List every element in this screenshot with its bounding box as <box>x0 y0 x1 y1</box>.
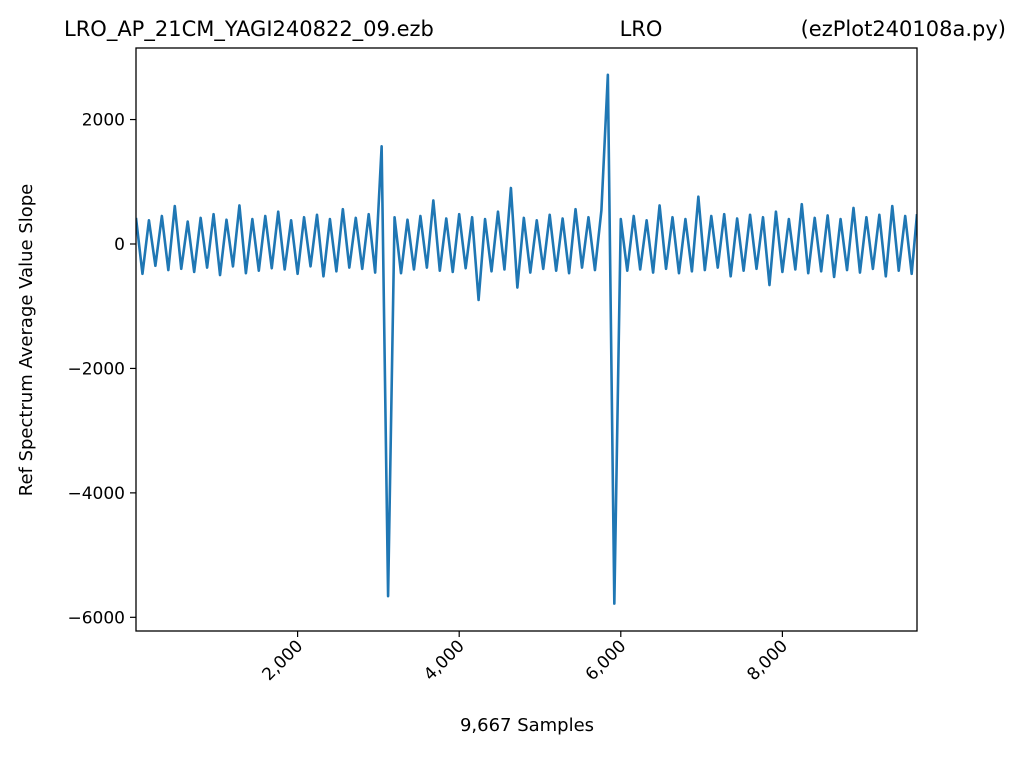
title-right: (ezPlot240108a.py) <box>801 17 1006 41</box>
x-tick-label: 8,000 <box>743 636 792 685</box>
y-tick-label: −2000 <box>67 359 125 379</box>
y-tick-label: −4000 <box>67 484 125 504</box>
y-tick-label: −6000 <box>67 608 125 628</box>
data-line <box>136 73 917 605</box>
y-tick-label: 0 <box>114 235 125 255</box>
title-center: LRO <box>620 17 663 41</box>
y-tick-label: 2000 <box>82 111 125 131</box>
plot-frame <box>135 47 918 632</box>
x-axis-label: 9,667 Samples <box>460 715 594 736</box>
x-tick-label: 2,000 <box>259 636 308 685</box>
x-tick-label: 6,000 <box>582 636 631 685</box>
x-tick-label: 4,000 <box>420 636 469 685</box>
title-left: LRO_AP_21CM_YAGI240822_09.ezb <box>64 17 434 42</box>
y-axis-label: Ref Spectrum Average Value Slope <box>16 184 37 497</box>
